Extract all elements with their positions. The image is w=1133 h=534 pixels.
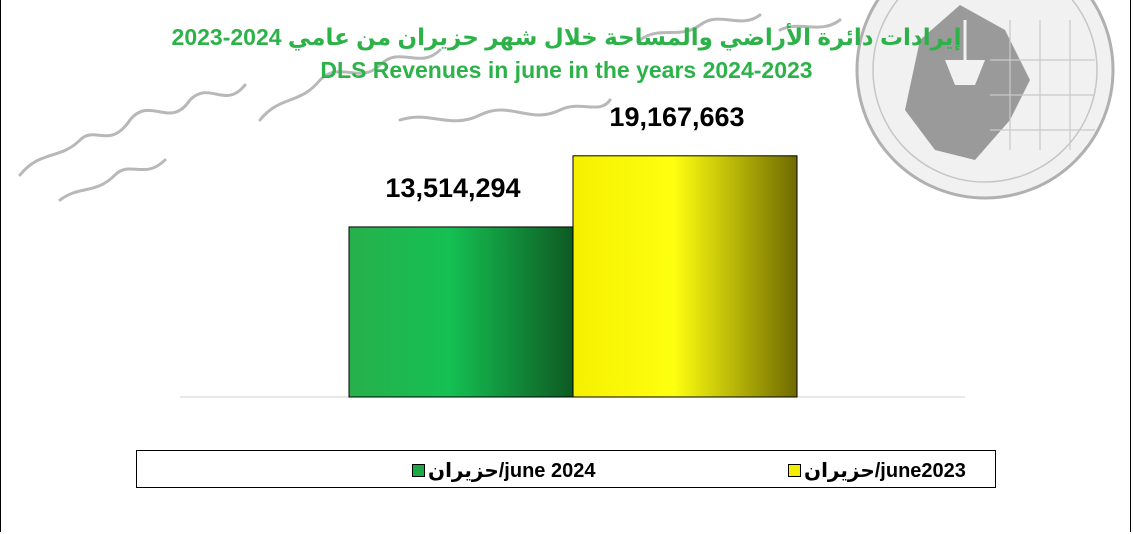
legend-label-2023: حزيران/june2023	[804, 460, 966, 482]
bar-june-2023	[572, 155, 798, 398]
legend-item-june-2024: حزيران/june 2024	[409, 458, 595, 483]
legend-label-2024: حزيران/june 2024	[428, 460, 596, 482]
chart-subtitle: DLS Revenues in june in the years 2024-2…	[320, 57, 813, 83]
bar-june-2024	[348, 226, 574, 398]
data-label-june-2024: 13,514,294	[385, 173, 520, 203]
legend-item-june-2023: حزيران/june2023	[785, 458, 966, 483]
chart-title: إيرادات دائرة الأراضي والمساحة خلال شهر …	[171, 24, 962, 50]
legend-swatch-2023	[788, 464, 801, 477]
legend-swatch-2024	[412, 464, 425, 477]
watermark-script	[18, 13, 842, 202]
bar-chart: 13,514,294 19,167,663	[180, 102, 965, 398]
legend: حزيران/june 2024 حزيران/june2023	[136, 450, 996, 488]
dls-seal-icon	[855, 0, 1115, 200]
data-label-june-2023: 19,167,663	[609, 102, 744, 132]
